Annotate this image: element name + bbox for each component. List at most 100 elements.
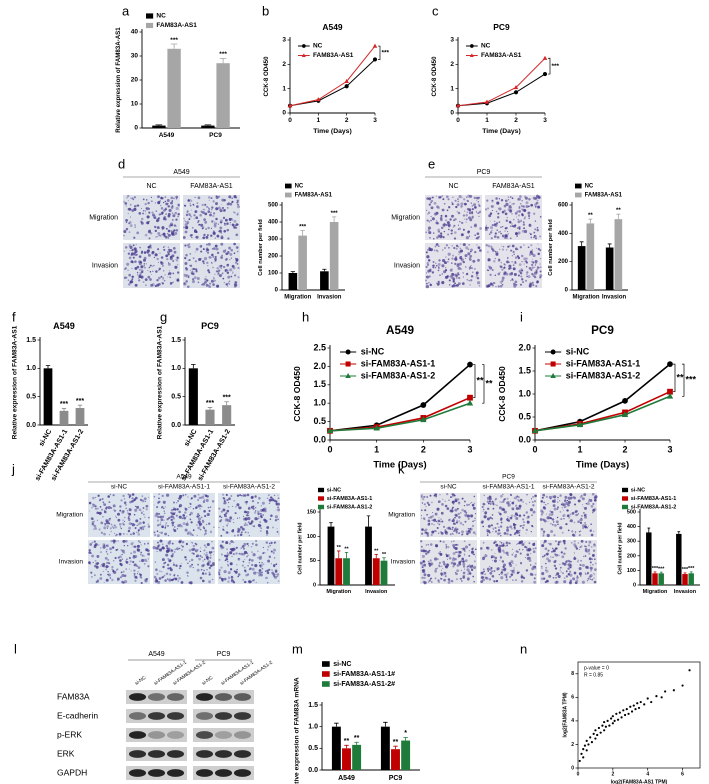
stained-cell [428, 517, 429, 518]
stained-cell [137, 548, 140, 551]
significance: ** [393, 739, 399, 746]
stained-cell [162, 283, 164, 285]
stained-cell [144, 497, 147, 500]
stained-cell [555, 547, 557, 549]
stained-cell [205, 546, 207, 548]
stained-cell [209, 511, 210, 512]
bar [320, 271, 329, 290]
stained-cell [236, 503, 239, 506]
stained-cell [229, 551, 232, 554]
stained-cell [227, 276, 230, 279]
stained-cell [521, 525, 523, 527]
stained-cell [134, 196, 136, 198]
stained-cell [211, 280, 214, 283]
stained-cell [484, 515, 487, 518]
stained-cell [456, 520, 457, 521]
stained-cell [277, 528, 278, 529]
stained-cell [136, 532, 138, 534]
micrograph [420, 493, 477, 537]
stained-cell [504, 512, 505, 513]
stained-cell [567, 515, 569, 517]
stained-cell [249, 567, 251, 569]
stained-cell [137, 274, 139, 276]
stained-cell [168, 263, 171, 266]
micrograph [153, 493, 215, 537]
stained-cell [578, 542, 580, 544]
stained-cell [138, 279, 140, 281]
stained-cell [523, 223, 525, 225]
stained-cell [491, 524, 493, 526]
point [633, 704, 635, 706]
stained-cell [586, 550, 589, 553]
stained-cell [547, 550, 549, 552]
stained-cell [518, 507, 521, 510]
annotation: R = 0.85 [584, 672, 603, 678]
stained-cell [519, 263, 522, 266]
stained-cell [137, 272, 138, 273]
stained-cell [215, 280, 216, 281]
stained-cell [160, 522, 161, 523]
stained-cell [204, 499, 205, 500]
stained-cell [210, 212, 211, 213]
stained-cell [505, 546, 506, 547]
stained-cell [211, 262, 212, 263]
stained-cell [204, 527, 205, 528]
stained-cell [157, 502, 159, 504]
stained-cell [261, 572, 263, 574]
stained-cell [269, 556, 271, 558]
stained-cell [587, 580, 588, 581]
stained-cell [514, 526, 516, 528]
stained-cell [422, 566, 424, 568]
stained-cell [171, 549, 173, 551]
stained-cell [461, 548, 462, 549]
stained-cell [258, 516, 259, 517]
stained-cell [471, 265, 472, 266]
stained-cell [92, 497, 95, 500]
x-tick-label: 2 [514, 117, 518, 124]
stained-cell [124, 202, 127, 205]
stained-cell [98, 581, 99, 582]
stained-cell [194, 197, 195, 198]
stained-cell [519, 228, 521, 230]
stained-cell [506, 260, 509, 263]
stained-cell [506, 519, 508, 521]
stained-cell [460, 248, 462, 250]
stained-cell [259, 557, 262, 560]
stained-cell [509, 210, 512, 213]
stained-cell [251, 564, 253, 566]
stained-cell [123, 571, 125, 573]
stained-cell [550, 556, 552, 558]
stained-cell [445, 505, 448, 508]
point [626, 708, 628, 710]
stained-cell [441, 281, 444, 284]
stained-cell [440, 540, 442, 542]
stained-cell [467, 195, 470, 198]
y-tick-label: 20 [131, 77, 139, 84]
stained-cell [135, 506, 136, 507]
stained-cell [136, 565, 138, 567]
stained-cell [426, 266, 428, 268]
stained-cell [519, 531, 521, 533]
stained-cell [168, 272, 171, 275]
stained-cell [220, 221, 222, 223]
stained-cell [188, 243, 190, 245]
stained-cell [487, 568, 490, 571]
stained-cell [231, 258, 232, 259]
stained-cell [467, 212, 468, 213]
stained-cell [183, 236, 186, 239]
stained-cell [469, 269, 470, 270]
stained-cell [102, 498, 104, 500]
stained-cell [134, 580, 136, 582]
stained-cell [263, 564, 264, 565]
stained-cell [209, 573, 211, 575]
stained-cell [191, 237, 192, 238]
stained-cell [119, 559, 122, 562]
stained-cell [477, 232, 480, 235]
stained-cell [143, 514, 145, 516]
stained-cell [537, 196, 540, 199]
stained-cell [184, 220, 185, 221]
stained-cell [565, 502, 568, 505]
stained-cell [132, 261, 134, 263]
stained-cell [213, 212, 215, 214]
stained-cell [467, 273, 468, 274]
